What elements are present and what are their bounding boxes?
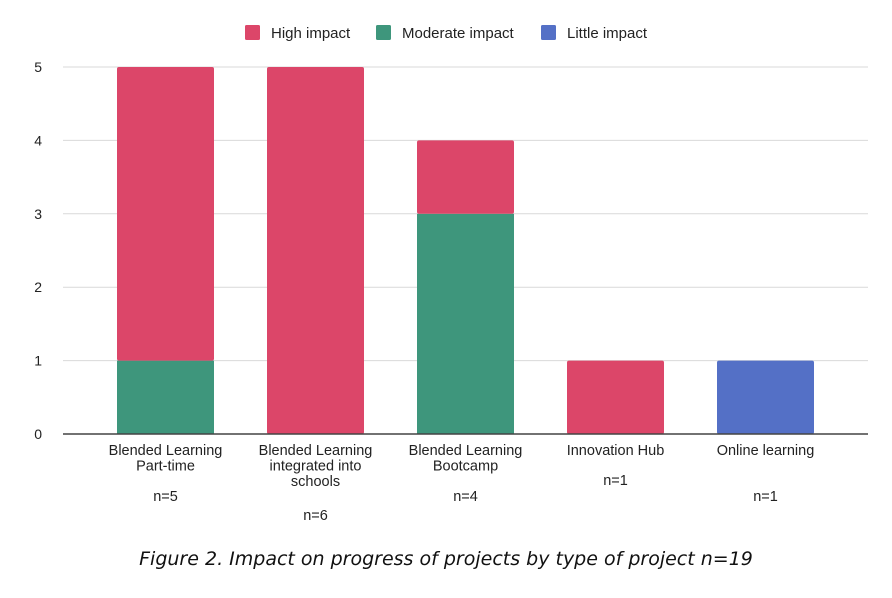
x-tick-label: Online learning bbox=[717, 443, 815, 459]
n-label: n=4 bbox=[453, 489, 478, 505]
figure-caption: Figure 2. Impact on progress of projects… bbox=[139, 548, 753, 570]
y-tick-label: 2 bbox=[34, 279, 42, 295]
legend-item: Little impact bbox=[541, 25, 648, 42]
x-tick-label: integrated into bbox=[270, 459, 362, 475]
legend-swatch bbox=[245, 25, 260, 40]
bar-segment-high-impact bbox=[567, 360, 664, 434]
legend-swatch bbox=[376, 25, 391, 40]
legend: High impact Moderate impact Little impact bbox=[245, 25, 648, 42]
legend-swatch bbox=[541, 25, 556, 40]
x-tick-label: Part-time bbox=[136, 459, 195, 475]
axes: 0 1 2 3 4 5 bbox=[34, 59, 868, 442]
legend-item: Moderate impact bbox=[376, 25, 515, 42]
x-tick-label: Blended Learning bbox=[409, 443, 523, 459]
y-tick-label: 3 bbox=[34, 206, 42, 222]
x-tick-label: schools bbox=[291, 474, 340, 490]
bar-segment-moderate-impact bbox=[417, 213, 514, 434]
legend-item: High impact bbox=[245, 25, 351, 42]
bar-segment-high-impact bbox=[117, 67, 214, 361]
n-label: n=1 bbox=[753, 489, 778, 505]
n-label: n=5 bbox=[153, 489, 178, 505]
y-tick-label: 1 bbox=[34, 353, 42, 369]
bars bbox=[117, 67, 814, 434]
bar-segment-moderate-impact bbox=[117, 360, 214, 434]
x-tick-label: Bootcamp bbox=[433, 459, 498, 475]
x-tick-label: Blended Learning bbox=[259, 443, 373, 459]
y-tick-label: 5 bbox=[34, 59, 42, 75]
bar-segment-high-impact bbox=[417, 140, 514, 214]
n-label: n=6 bbox=[303, 508, 328, 524]
x-tick-label: Blended Learning bbox=[109, 443, 223, 459]
legend-label: Moderate impact bbox=[402, 25, 515, 42]
legend-label: Little impact bbox=[567, 25, 648, 42]
legend-label: High impact bbox=[271, 25, 351, 42]
y-tick-label: 0 bbox=[34, 426, 42, 442]
stacked-bar-chart: High impact Moderate impact Little impact … bbox=[34, 25, 868, 524]
y-tick-label: 4 bbox=[34, 132, 42, 148]
x-tick-label: Innovation Hub bbox=[567, 443, 665, 459]
bar-segment-little-impact bbox=[717, 360, 814, 434]
n-label: n=1 bbox=[603, 473, 628, 489]
bar-segment-high-impact bbox=[267, 67, 364, 434]
